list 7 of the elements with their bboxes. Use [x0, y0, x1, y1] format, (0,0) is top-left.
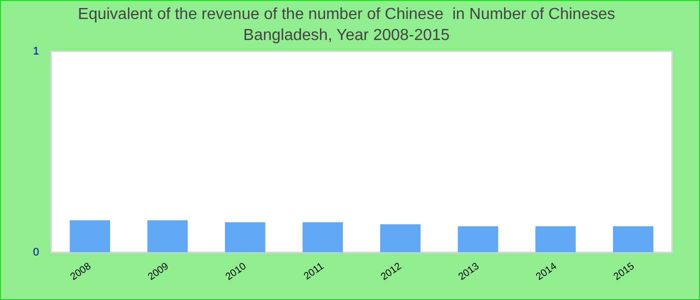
y-tick-label: 1	[32, 45, 40, 58]
chart-title: Equivalent of the revenue of the number of Chinese in Number of Chineses	[78, 6, 616, 24]
x-tick-label: 2011	[302, 260, 326, 282]
chart-subtitle: Bangladesh, Year 2008-2015	[243, 27, 450, 44]
x-tick-label: 2010	[224, 260, 249, 283]
x-tick-label: 2009	[146, 260, 172, 283]
y-tick-label: 0	[32, 246, 40, 258]
